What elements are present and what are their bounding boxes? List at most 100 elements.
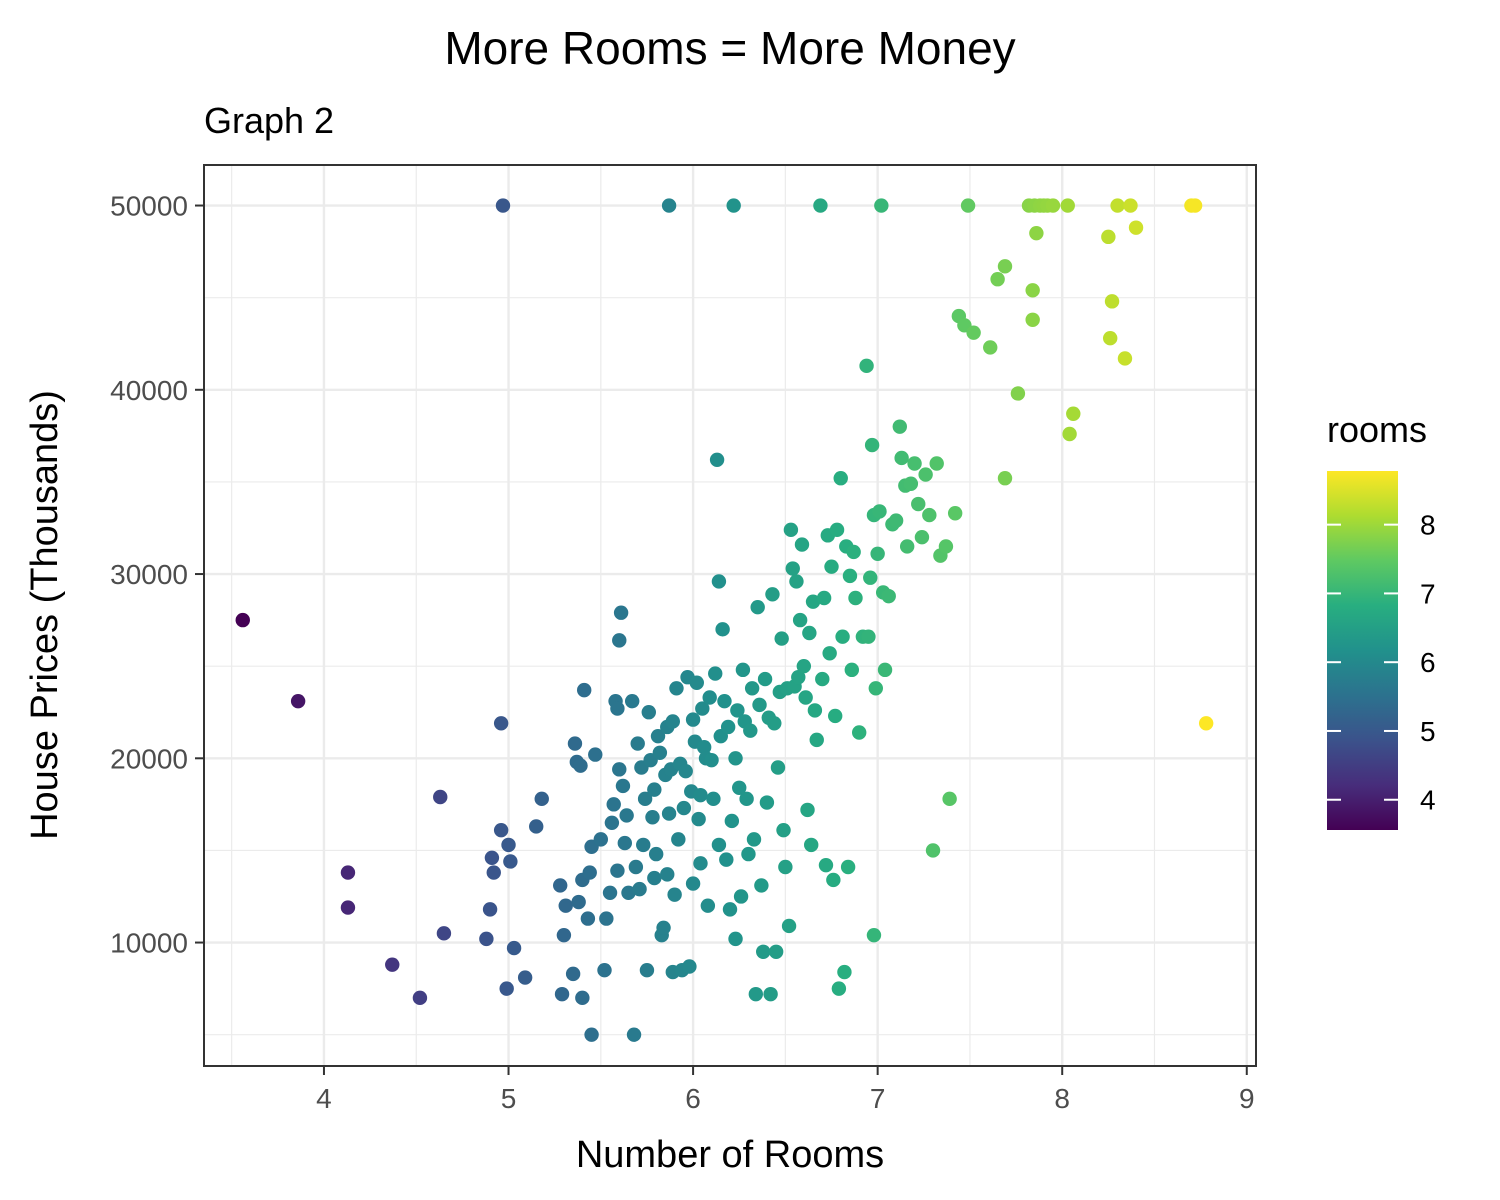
data-point	[632, 881, 647, 897]
data-point	[647, 782, 662, 797]
data-point	[602, 885, 618, 901]
x-tick-label: 9	[1239, 1083, 1255, 1114]
data-point	[720, 719, 736, 735]
data-point	[576, 682, 592, 698]
data-point	[792, 612, 808, 628]
data-point	[715, 622, 730, 637]
data-point	[636, 837, 651, 853]
colorbar	[1327, 471, 1398, 830]
data-point	[907, 456, 922, 471]
data-point	[711, 837, 727, 853]
data-point	[1102, 330, 1118, 346]
data-point	[1117, 351, 1133, 366]
data-point	[732, 780, 747, 795]
data-point	[863, 570, 878, 585]
data-point	[983, 340, 998, 355]
data-point	[1060, 198, 1075, 213]
data-point	[433, 789, 448, 805]
y-axis: 10000 20000 30000 40000 50000	[110, 191, 204, 959]
data-point	[693, 856, 708, 871]
data-point	[290, 693, 306, 709]
data-point	[613, 605, 629, 620]
data-point	[888, 513, 904, 528]
data-point	[235, 612, 250, 628]
data-point	[704, 752, 719, 768]
data-point	[412, 990, 428, 1006]
data-point	[809, 732, 824, 748]
data-point	[1025, 312, 1040, 327]
data-point	[874, 198, 889, 213]
y-tick-label: 10000	[110, 928, 188, 959]
data-point	[604, 815, 620, 830]
data-point	[778, 859, 793, 875]
data-point	[479, 931, 494, 947]
data-point	[728, 751, 743, 766]
data-point	[774, 631, 789, 646]
data-point	[486, 865, 501, 880]
data-point	[628, 859, 644, 875]
x-tick-label: 6	[685, 1083, 701, 1114]
data-point	[724, 813, 740, 829]
data-point	[750, 600, 765, 615]
data-point	[671, 832, 686, 847]
data-point	[831, 981, 847, 996]
data-point	[822, 646, 837, 661]
data-point	[582, 865, 597, 880]
legend-ticks: 4 5 6 7 8	[1327, 510, 1436, 816]
data-point	[534, 791, 549, 807]
data-point	[606, 797, 621, 812]
x-axis-title: Number of Rooms	[576, 1134, 884, 1176]
data-point	[914, 529, 930, 545]
data-point	[503, 854, 518, 869]
data-point	[1066, 406, 1081, 421]
data-point	[763, 986, 778, 1002]
data-point	[925, 843, 941, 858]
data-point	[798, 690, 813, 705]
data-point	[340, 900, 356, 915]
data-point	[829, 522, 845, 538]
data-point	[868, 681, 884, 696]
data-point	[678, 763, 693, 779]
data-point	[506, 940, 522, 956]
data-point	[584, 1027, 599, 1042]
data-point	[739, 791, 754, 807]
data-point	[894, 450, 909, 466]
data-point	[1110, 198, 1125, 213]
data-point	[501, 837, 516, 853]
data-point	[768, 944, 784, 959]
data-point	[573, 758, 588, 773]
data-point	[752, 697, 767, 713]
data-point	[741, 846, 756, 862]
data-point	[641, 705, 656, 720]
data-point	[693, 787, 708, 803]
data-point	[617, 835, 632, 851]
data-point	[1128, 220, 1144, 235]
data-point	[691, 811, 706, 827]
data-point	[767, 716, 782, 731]
data-point	[842, 568, 858, 584]
x-tick-label: 7	[870, 1083, 886, 1114]
data-point	[610, 701, 625, 716]
data-point	[685, 712, 701, 727]
data-point	[835, 629, 850, 644]
data-point	[493, 822, 509, 838]
data-point	[1123, 198, 1138, 213]
data-point	[588, 747, 603, 762]
data-point	[826, 872, 841, 888]
data-point	[765, 587, 780, 602]
data-point	[966, 325, 981, 340]
data-point	[881, 588, 896, 604]
data-point	[861, 629, 876, 644]
data-point	[794, 537, 810, 552]
data-point	[846, 544, 861, 560]
data-points	[235, 198, 1214, 1042]
data-point	[719, 852, 734, 867]
data-point	[385, 957, 400, 972]
data-point	[816, 590, 832, 606]
panel-border	[203, 164, 1257, 1067]
data-point	[776, 822, 791, 838]
data-point	[859, 358, 874, 374]
data-point	[554, 986, 570, 1002]
data-point	[748, 986, 764, 1002]
